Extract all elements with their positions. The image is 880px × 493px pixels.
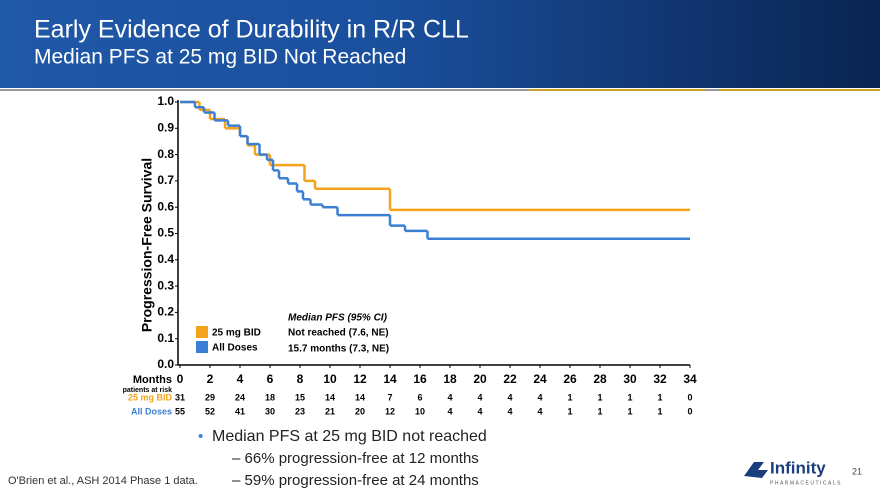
risk-value: 1	[597, 392, 602, 402]
y-tick-label: 0.7	[157, 173, 174, 187]
risk-value: 12	[385, 406, 395, 416]
footnote: O'Brien et al., ASH 2014 Phase 1 data.	[8, 475, 198, 487]
risk-value: 1	[657, 406, 662, 416]
risk-value: 4	[477, 406, 482, 416]
risk-row-label: All Doses	[131, 406, 172, 416]
risk-value: 18	[265, 392, 275, 402]
risk-title: patients at risk	[123, 387, 173, 394]
risk-value: 30	[265, 406, 275, 416]
risk-value: 15	[295, 392, 305, 402]
logo-tagline: PHARMACEUTICALS	[770, 480, 842, 486]
logo-icon	[744, 462, 768, 478]
risk-value: 55	[175, 406, 185, 416]
risk-value: 4	[447, 406, 452, 416]
risk-value: 4	[537, 406, 542, 416]
x-tick-label: 0	[177, 372, 184, 386]
y-tick-label: 0.4	[157, 252, 174, 266]
x-axis-label: Months	[133, 374, 172, 386]
x-tick-label: 18	[443, 372, 457, 386]
risk-value: 4	[507, 392, 512, 402]
risk-value: 4	[507, 406, 512, 416]
risk-value: 1	[567, 392, 572, 402]
median-value: 15.7 months (7.3, NE)	[288, 344, 389, 355]
logo-name: Infinity	[770, 458, 826, 477]
x-tick-label: 12	[353, 372, 367, 386]
x-tick-label: 30	[623, 372, 637, 386]
risk-value: 0	[687, 406, 692, 416]
y-tick-label: 0.2	[157, 305, 174, 319]
x-tick-label: 20	[473, 372, 487, 386]
bullet-dot: •	[198, 428, 203, 445]
risk-value: 41	[235, 406, 245, 416]
risk-value: 14	[325, 392, 335, 402]
risk-value: 31	[175, 392, 185, 402]
median-value: Not reached (7.6, NE)	[288, 328, 389, 339]
x-tick-label: 8	[297, 372, 304, 386]
risk-value: 7	[387, 392, 392, 402]
risk-value: 6	[417, 392, 422, 402]
risk-value: 1	[627, 392, 632, 402]
x-tick-label: 32	[653, 372, 667, 386]
y-tick-label: 0.6	[157, 199, 174, 213]
x-tick-label: 22	[503, 372, 517, 386]
legend-label: 25 mg BID	[212, 328, 261, 339]
risk-value: 21	[325, 406, 335, 416]
risk-value: 4	[537, 392, 542, 402]
page-number: 21	[852, 466, 862, 476]
legend-swatch	[196, 341, 208, 353]
legend-label: All Doses	[212, 343, 258, 354]
x-tick-label: 16	[413, 372, 427, 386]
x-tick-label: 4	[237, 372, 244, 386]
rule	[0, 89, 530, 91]
x-tick-label: 28	[593, 372, 607, 386]
risk-value: 4	[477, 392, 482, 402]
y-tick-label: 0.5	[157, 226, 174, 240]
x-tick-label: 2	[207, 372, 214, 386]
y-axis-label: Progression-Free Survival	[139, 158, 155, 332]
y-tick-label: 1.0	[157, 94, 174, 108]
y-tick-label: 0.9	[157, 120, 174, 134]
risk-value: 23	[295, 406, 305, 416]
risk-value: 4	[447, 392, 452, 402]
header-band	[0, 0, 880, 88]
sub-bullet: – 59% progression-free at 24 months	[232, 472, 479, 489]
subtitle: Median PFS at 25 mg BID Not Reached	[34, 46, 406, 69]
x-tick-label: 14	[383, 372, 397, 386]
risk-value: 1	[657, 392, 662, 402]
risk-value: 0	[687, 392, 692, 402]
risk-value: 14	[355, 392, 365, 402]
x-tick-label: 6	[267, 372, 274, 386]
risk-value: 1	[627, 406, 632, 416]
y-tick-label: 0.0	[157, 357, 174, 371]
bullet: Median PFS at 25 mg BID not reached	[212, 428, 487, 445]
y-tick-label: 0.1	[157, 331, 174, 345]
risk-row-label: 25 mg BID	[128, 392, 173, 402]
x-tick-label: 10	[323, 372, 337, 386]
rule	[705, 89, 720, 91]
risk-value: 24	[235, 392, 245, 402]
risk-value: 29	[205, 392, 215, 402]
y-tick-label: 0.3	[157, 278, 174, 292]
rule	[720, 89, 880, 91]
risk-value: 10	[415, 406, 425, 416]
y-tick-label: 0.8	[157, 147, 174, 161]
x-tick-label: 26	[563, 372, 577, 386]
median-header: Median PFS (95% CI)	[288, 313, 388, 324]
risk-value: 1	[567, 406, 572, 416]
title: Early Evidence of Durability in R/R CLL	[34, 16, 469, 44]
risk-value: 20	[355, 406, 365, 416]
x-tick-label: 24	[533, 372, 547, 386]
risk-value: 1	[597, 406, 602, 416]
rule	[530, 89, 705, 91]
x-tick-label: 34	[683, 372, 697, 386]
legend-swatch	[196, 326, 208, 338]
risk-value: 52	[205, 406, 215, 416]
sub-bullet: – 66% progression-free at 12 months	[232, 450, 479, 467]
